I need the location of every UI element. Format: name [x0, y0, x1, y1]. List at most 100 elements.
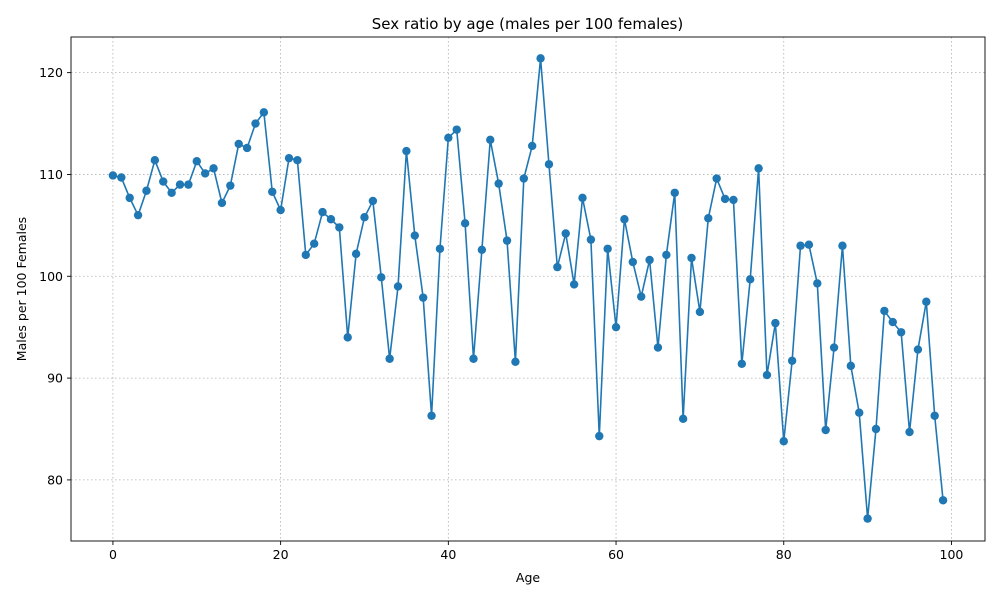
y-tick-label: 100 — [39, 269, 63, 284]
data-point — [704, 214, 713, 223]
data-point — [905, 427, 914, 437]
data-point — [377, 273, 386, 282]
data-point — [804, 240, 814, 249]
data-point — [343, 333, 352, 342]
data-point — [217, 198, 227, 208]
data-point — [922, 297, 931, 306]
data-point — [410, 231, 419, 240]
data-point — [427, 411, 436, 420]
data-point — [536, 54, 545, 63]
y-axis-label: Males per 100 Females — [14, 217, 29, 361]
x-axis-label: Age — [516, 570, 540, 585]
data-point — [578, 193, 587, 203]
data-point — [301, 250, 310, 260]
data-point — [670, 188, 679, 197]
data-point — [142, 186, 151, 195]
data-point — [603, 244, 612, 253]
data-point — [888, 317, 897, 327]
data-point — [930, 411, 939, 420]
data-point — [368, 196, 378, 206]
data-series — [108, 54, 948, 523]
x-tick-label: 80 — [776, 547, 792, 562]
data-point — [687, 253, 696, 263]
data-point — [150, 156, 160, 165]
data-point — [393, 282, 403, 291]
y-tick-label: 80 — [47, 472, 63, 487]
data-point — [184, 180, 193, 189]
data-point — [771, 318, 780, 328]
data-point — [209, 164, 218, 173]
x-tick-label: 40 — [440, 547, 456, 562]
data-point — [871, 424, 881, 434]
data-point — [108, 171, 118, 180]
data-point — [234, 139, 243, 149]
data-point — [729, 195, 738, 205]
data-point — [712, 174, 721, 183]
data-point — [737, 359, 747, 369]
data-point — [561, 229, 570, 238]
data-point — [896, 328, 906, 337]
data-point — [159, 177, 168, 186]
data-point — [477, 245, 487, 254]
data-point — [821, 425, 830, 435]
data-point — [251, 119, 260, 128]
data-point — [511, 357, 520, 366]
data-point — [855, 408, 864, 417]
series-line — [112, 58, 944, 519]
data-point — [569, 280, 579, 289]
data-point — [309, 239, 319, 248]
data-point — [938, 496, 948, 505]
data-point — [486, 135, 495, 145]
chart-title: Sex ratio by age (males per 100 females) — [372, 15, 683, 33]
y-tick-label: 120 — [39, 65, 63, 80]
data-point — [444, 133, 453, 142]
data-point — [402, 146, 411, 156]
data-point — [678, 414, 688, 424]
data-point — [796, 241, 805, 250]
data-point — [553, 262, 562, 272]
data-point — [268, 187, 277, 196]
data-point — [846, 361, 856, 371]
data-point — [595, 431, 604, 441]
data-point — [662, 250, 671, 260]
x-tick-label: 0 — [109, 547, 117, 562]
data-point — [754, 164, 763, 173]
data-point — [385, 354, 394, 363]
data-point — [880, 306, 889, 316]
data-point — [544, 160, 554, 169]
data-point — [637, 292, 646, 301]
data-point — [746, 275, 755, 284]
data-point — [813, 279, 822, 288]
y-tick-label: 90 — [47, 371, 63, 386]
data-point — [284, 153, 294, 163]
data-point — [318, 207, 327, 217]
data-point — [276, 205, 285, 215]
data-point — [242, 143, 252, 153]
data-point — [913, 345, 923, 354]
data-point — [469, 354, 478, 363]
data-point — [435, 244, 445, 253]
data-point — [175, 180, 185, 189]
data-point — [838, 241, 847, 250]
y-tick-label: 110 — [39, 167, 63, 182]
data-point — [720, 194, 730, 204]
data-point — [360, 213, 369, 222]
data-point — [133, 210, 143, 220]
data-point — [863, 514, 872, 523]
data-point — [200, 169, 210, 178]
data-point — [351, 249, 361, 259]
data-point — [259, 108, 269, 117]
data-point — [787, 356, 797, 365]
data-point — [620, 215, 629, 224]
data-point — [326, 215, 336, 224]
data-point — [460, 219, 470, 228]
data-point — [586, 235, 596, 244]
x-tick-label: 20 — [273, 547, 289, 562]
data-point — [167, 188, 176, 197]
plot-frame — [70, 36, 986, 542]
data-point — [125, 193, 134, 203]
data-point — [192, 157, 201, 166]
data-point — [611, 322, 621, 332]
data-point — [527, 141, 537, 151]
